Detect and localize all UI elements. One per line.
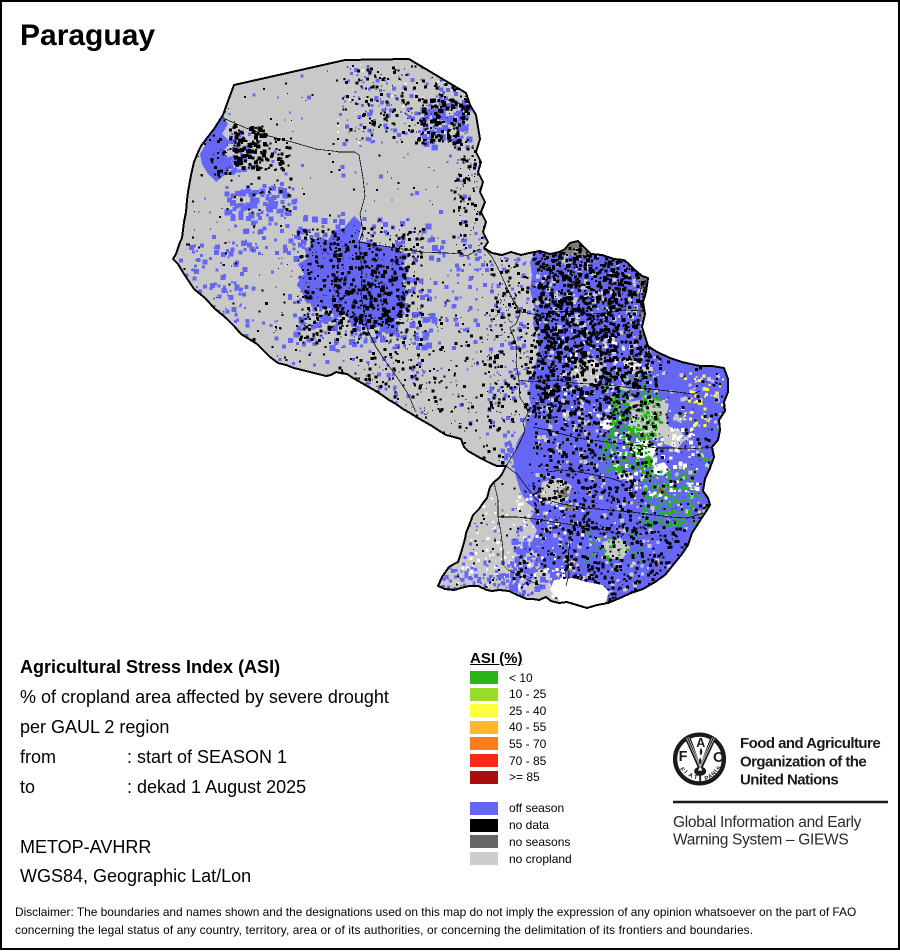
svg-text:T: T: [693, 775, 698, 782]
svg-text:A: A: [696, 736, 705, 750]
svg-text:I: I: [682, 770, 688, 776]
svg-text:N: N: [711, 770, 718, 777]
svg-text:F: F: [679, 749, 688, 765]
svg-text:Food and Agriculture: Food and Agriculture: [740, 735, 880, 752]
svg-text:Global Information and Early: Global Information and Early: [673, 814, 862, 831]
svg-text:Warning System – GIEWS: Warning System – GIEWS: [673, 832, 848, 849]
svg-text:A: A: [707, 773, 714, 781]
svg-text:A: A: [687, 772, 694, 780]
svg-text:O: O: [713, 750, 724, 766]
svg-text:Organization of the: Organization of the: [740, 754, 866, 771]
svg-text:United Nations: United Nations: [740, 772, 838, 789]
svg-text:P: P: [704, 775, 710, 782]
svg-text:I: I: [714, 769, 720, 774]
svg-text:F: F: [678, 767, 685, 774]
svg-text:S: S: [716, 765, 723, 771]
